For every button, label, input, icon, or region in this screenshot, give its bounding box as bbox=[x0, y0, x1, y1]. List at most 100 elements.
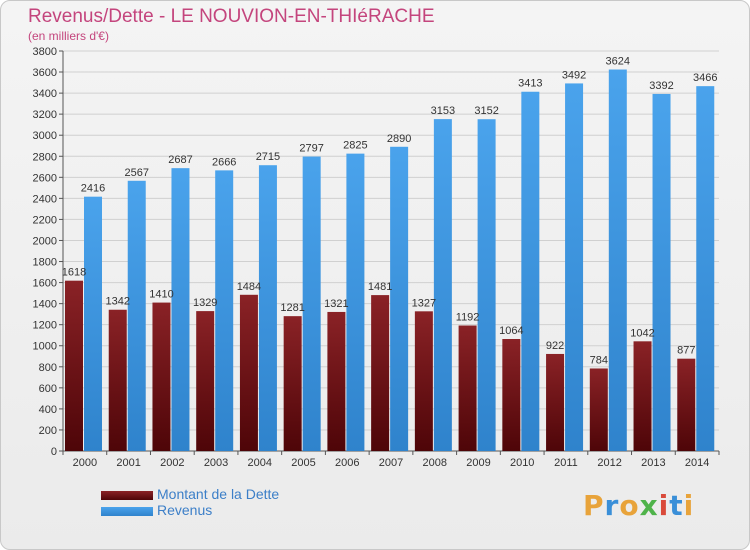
revenue-data-label: 3392 bbox=[649, 80, 673, 92]
y-tick-label: 3800 bbox=[33, 46, 57, 58]
legend-label-revenue: Revenus bbox=[157, 502, 213, 518]
x-tick-label: 2004 bbox=[248, 457, 272, 469]
y-tick-label: 1400 bbox=[33, 299, 57, 311]
revenue-data-label: 3413 bbox=[518, 78, 542, 90]
revenue-data-label: 3624 bbox=[606, 56, 630, 68]
debt-data-label: 1410 bbox=[149, 289, 173, 301]
revenue-data-label: 2416 bbox=[81, 183, 105, 195]
debt-bar bbox=[283, 316, 302, 451]
debt-bar bbox=[196, 311, 215, 451]
logo-letter: P bbox=[583, 489, 605, 522]
x-tick-label: 2009 bbox=[466, 457, 490, 469]
revenue-data-label: 2567 bbox=[124, 167, 148, 179]
debt-data-label: 877 bbox=[677, 345, 695, 357]
revenue-data-label: 2890 bbox=[387, 133, 411, 145]
revenue-data-label: 3153 bbox=[431, 105, 455, 117]
x-tick-label: 2012 bbox=[597, 457, 621, 469]
revenue-bar bbox=[652, 93, 671, 452]
debt-bar bbox=[633, 341, 652, 451]
revenue-bar bbox=[390, 146, 409, 451]
logo-letter: x bbox=[639, 489, 659, 522]
legend-swatch-debt bbox=[101, 491, 153, 500]
y-tick-label: 2400 bbox=[33, 193, 57, 205]
debt-bar bbox=[371, 295, 390, 451]
y-tick-label: 3200 bbox=[33, 109, 57, 121]
debt-data-label: 1281 bbox=[280, 302, 304, 314]
revenue-bar bbox=[696, 86, 715, 451]
y-tick-label: 800 bbox=[39, 362, 57, 374]
revenue-bar bbox=[127, 180, 146, 451]
y-tick-label: 1200 bbox=[33, 320, 57, 332]
x-tick-label: 2011 bbox=[554, 457, 578, 469]
y-tick-label: 200 bbox=[39, 425, 57, 437]
debt-bar bbox=[108, 309, 127, 451]
logo-letter: i bbox=[658, 489, 670, 522]
x-tick-label: 2008 bbox=[422, 457, 446, 469]
x-tick-label: 2014 bbox=[685, 457, 709, 469]
debt-data-label: 784 bbox=[590, 354, 608, 366]
debt-bar bbox=[677, 358, 696, 451]
revenue-bar bbox=[302, 156, 321, 451]
debt-data-label: 1484 bbox=[237, 281, 261, 293]
revenue-data-label: 2666 bbox=[212, 156, 236, 168]
debt-bar bbox=[546, 353, 565, 451]
debt-data-label: 1321 bbox=[324, 298, 348, 310]
debt-bar bbox=[152, 302, 171, 451]
logo-letter: o bbox=[619, 489, 640, 522]
y-tick-label: 2800 bbox=[33, 151, 57, 163]
revenue-bar bbox=[258, 165, 277, 452]
debt-bar bbox=[502, 339, 521, 451]
x-tick-label: 2013 bbox=[641, 457, 665, 469]
x-tick-label: 2000 bbox=[73, 457, 97, 469]
revenue-bar bbox=[608, 69, 627, 452]
x-tick-label: 2002 bbox=[160, 457, 184, 469]
revenue-bar bbox=[565, 83, 584, 451]
debt-bar bbox=[458, 325, 477, 451]
debt-data-label: 1042 bbox=[630, 327, 654, 339]
logo-letter: t bbox=[669, 489, 684, 522]
debt-bar bbox=[589, 368, 608, 451]
x-tick-label: 2001 bbox=[116, 457, 140, 469]
y-tick-label: 3400 bbox=[33, 88, 57, 100]
debt-bar bbox=[239, 294, 258, 451]
legend-label-debt: Montant de la Dette bbox=[157, 486, 280, 502]
debt-bar bbox=[414, 311, 433, 451]
revenue-data-label: 3466 bbox=[693, 72, 717, 84]
x-tick-label: 2003 bbox=[204, 457, 228, 469]
y-tick-label: 1600 bbox=[33, 278, 57, 290]
debt-data-label: 1064 bbox=[499, 325, 523, 337]
y-tick-label: 2600 bbox=[33, 172, 57, 184]
debt-bar bbox=[65, 280, 83, 451]
x-tick-label: 2007 bbox=[379, 457, 403, 469]
y-tick-label: 600 bbox=[39, 383, 57, 395]
debt-data-label: 1327 bbox=[412, 297, 436, 309]
y-tick-label: 1800 bbox=[33, 257, 57, 269]
logo-letter: i bbox=[683, 489, 695, 522]
debt-data-label: 1342 bbox=[105, 296, 129, 308]
revenue-bar bbox=[521, 91, 540, 451]
revenue-data-label: 3152 bbox=[474, 105, 498, 117]
legend-swatch-revenue bbox=[101, 507, 153, 516]
revenue-bar bbox=[477, 119, 496, 452]
y-tick-label: 2200 bbox=[33, 214, 57, 226]
debt-data-label: 1192 bbox=[456, 312, 480, 324]
debt-data-label: 1481 bbox=[368, 281, 392, 293]
x-tick-label: 2005 bbox=[291, 457, 315, 469]
chart-subtitle: (en milliers d'€) bbox=[28, 29, 109, 43]
y-tick-label: 1000 bbox=[33, 341, 57, 353]
debt-data-label: 922 bbox=[546, 340, 564, 352]
revenue-data-label: 2715 bbox=[256, 151, 280, 163]
revenue-data-label: 3492 bbox=[562, 69, 586, 81]
revenue-bar bbox=[215, 170, 234, 452]
bars bbox=[65, 69, 715, 452]
debt-bar bbox=[327, 311, 346, 451]
chart-title: Revenus/Dette - LE NOUVION-EN-THIéRACHE bbox=[28, 6, 435, 27]
debt-data-label: 1618 bbox=[62, 267, 86, 279]
revenue-bar bbox=[433, 119, 452, 452]
revenue-data-label: 2687 bbox=[168, 154, 192, 166]
y-tick-label: 2000 bbox=[33, 235, 57, 247]
x-tick-label: 2006 bbox=[335, 457, 359, 469]
debt-data-label: 1329 bbox=[193, 297, 217, 309]
